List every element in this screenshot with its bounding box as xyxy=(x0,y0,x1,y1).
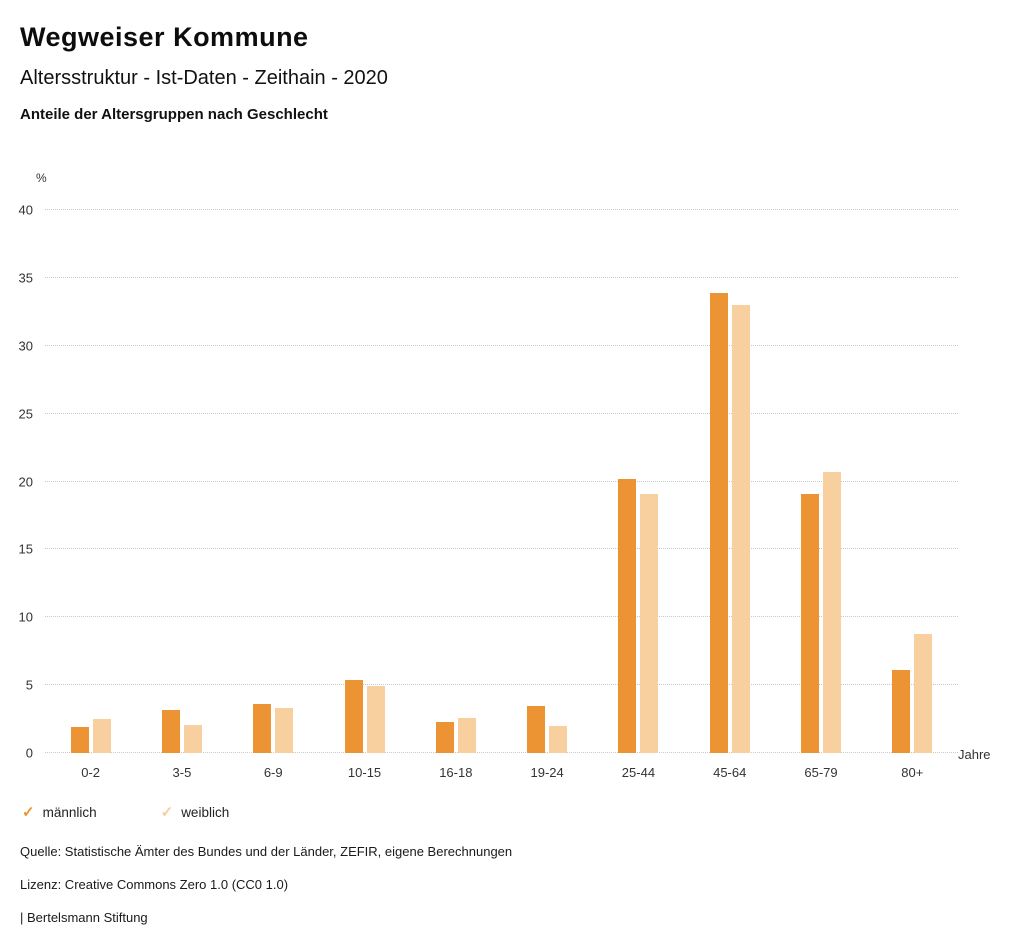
gridline-35: 35 xyxy=(19,270,958,285)
x-tick-label-25-44: 25-44 xyxy=(621,765,656,780)
bar-group-10-15 xyxy=(344,210,385,753)
legend-item-weiblich[interactable]: ✓ weiblich xyxy=(161,803,230,821)
bar-group-6-9 xyxy=(253,210,294,753)
bar-weiblich-65-79[interactable] xyxy=(823,472,842,753)
plot-area xyxy=(45,210,958,753)
check-icon: ✓ xyxy=(160,804,174,821)
x-tick-label-3-5: 3-5 xyxy=(172,765,192,780)
gridline-40: 40 xyxy=(19,203,958,218)
license-text: Lizenz: Creative Commons Zero 1.0 (CC0 1… xyxy=(20,877,289,892)
gridline-15: 15 xyxy=(19,542,958,557)
y-tick-label-20: 20 xyxy=(18,474,33,489)
bar-group-0-2 xyxy=(70,210,111,753)
bar-group-25-44 xyxy=(618,210,659,753)
x-tick-label-16-18: 16-18 xyxy=(439,765,473,780)
x-axis-labels: 0-2 3-5 6-9 10-15 16-18 19-24 25-44 45-64 65-79 8… xyxy=(45,765,958,780)
bar-männlich-19-24[interactable] xyxy=(527,705,546,753)
source-text: Quelle: Statistische Ämter des Bundes un… xyxy=(20,844,513,859)
x-tick-label-0-2: 0-2 xyxy=(81,765,101,780)
x-tick-label-19-24: 19-24 xyxy=(530,765,564,780)
legend: ✓ männlich ✓ weiblich xyxy=(22,803,229,821)
bar-group-3-5 xyxy=(161,210,202,753)
chart-header: Wegweiser Kommune Altersstruktur - Ist-D… xyxy=(20,22,388,123)
bar-weiblich-10-15[interactable] xyxy=(366,686,385,753)
y-tick-label-25: 25 xyxy=(18,406,33,422)
x-axis-title: Jahre xyxy=(958,747,991,762)
gridline-0: 0 xyxy=(26,746,958,761)
attribution-text: | Bertelsmann Stiftung xyxy=(20,910,148,925)
y-tick-label-5: 5 xyxy=(25,677,33,693)
bar-weiblich-3-5[interactable] xyxy=(183,724,202,753)
x-tick-label-6-9: 6-9 xyxy=(263,765,283,780)
x-tick-label-10-15: 10-15 xyxy=(347,765,382,780)
bar-männlich-45-64[interactable] xyxy=(709,292,728,753)
bar-weiblich-25-44[interactable] xyxy=(640,493,659,753)
y-tick-label-40: 40 xyxy=(18,202,33,218)
bar-männlich-80+[interactable] xyxy=(892,670,911,753)
chart-footer: Quelle: Statistische Ämter des Bundes un… xyxy=(20,844,512,943)
x-tick-label-65-79: 65-79 xyxy=(804,765,838,780)
bar-männlich-3-5[interactable] xyxy=(161,709,180,753)
check-icon: ✓ xyxy=(22,804,35,821)
bar-weiblich-19-24[interactable] xyxy=(549,725,568,753)
gridline-25: 25 xyxy=(19,406,958,421)
x-tick-label-80+: 80+ xyxy=(901,765,924,780)
y-tick-label-10: 10 xyxy=(18,609,33,625)
chart-area: 0 5 10 15 20 25 30 35 40 xyxy=(19,203,958,761)
y-tick-label-0: 0 xyxy=(25,745,33,761)
gridline-5: 5 xyxy=(26,678,958,693)
gridline-30: 30 xyxy=(19,338,958,353)
bar-weiblich-80+[interactable] xyxy=(914,633,933,753)
bar-group-45-64 xyxy=(709,210,750,753)
bar-group-80+ xyxy=(892,210,933,753)
legend-label: männlich xyxy=(42,804,97,820)
bar-weiblich-45-64[interactable] xyxy=(731,305,750,753)
page-title: Wegweiser Kommune xyxy=(20,22,309,52)
legend-item-männlich[interactable]: ✓ männlich xyxy=(22,803,97,821)
bar-männlich-25-44[interactable] xyxy=(618,478,637,753)
chart-subtitle: Altersstruktur - Ist-Daten - Zeithain - … xyxy=(20,67,388,89)
y-tick-label-30: 30 xyxy=(18,338,33,354)
bar-group-65-79 xyxy=(801,210,842,753)
gridline-10: 10 xyxy=(19,610,958,625)
bar-männlich-16-18[interactable] xyxy=(435,721,454,753)
bar-weiblich-0-2[interactable] xyxy=(92,719,111,753)
bar-männlich-6-9[interactable] xyxy=(253,704,272,753)
bar-weiblich-6-9[interactable] xyxy=(275,708,294,753)
y-tick-label-15: 15 xyxy=(18,541,33,557)
y-axis-unit-label: % xyxy=(36,171,47,185)
bar-weiblich-16-18[interactable] xyxy=(457,717,476,753)
bar-group-16-18 xyxy=(435,210,476,753)
gridline-20: 20 xyxy=(19,474,958,489)
x-tick-label-45-64: 45-64 xyxy=(713,765,747,780)
chart-subsubtitle: Anteile der Altersgruppen nach Geschlech… xyxy=(20,106,328,123)
bar-group-19-24 xyxy=(527,210,568,753)
y-tick-label-35: 35 xyxy=(18,270,33,286)
bar-männlich-10-15[interactable] xyxy=(344,679,363,753)
bar-männlich-0-2[interactable] xyxy=(70,727,89,753)
legend-label: weiblich xyxy=(181,804,230,820)
bar-männlich-65-79[interactable] xyxy=(801,493,820,753)
